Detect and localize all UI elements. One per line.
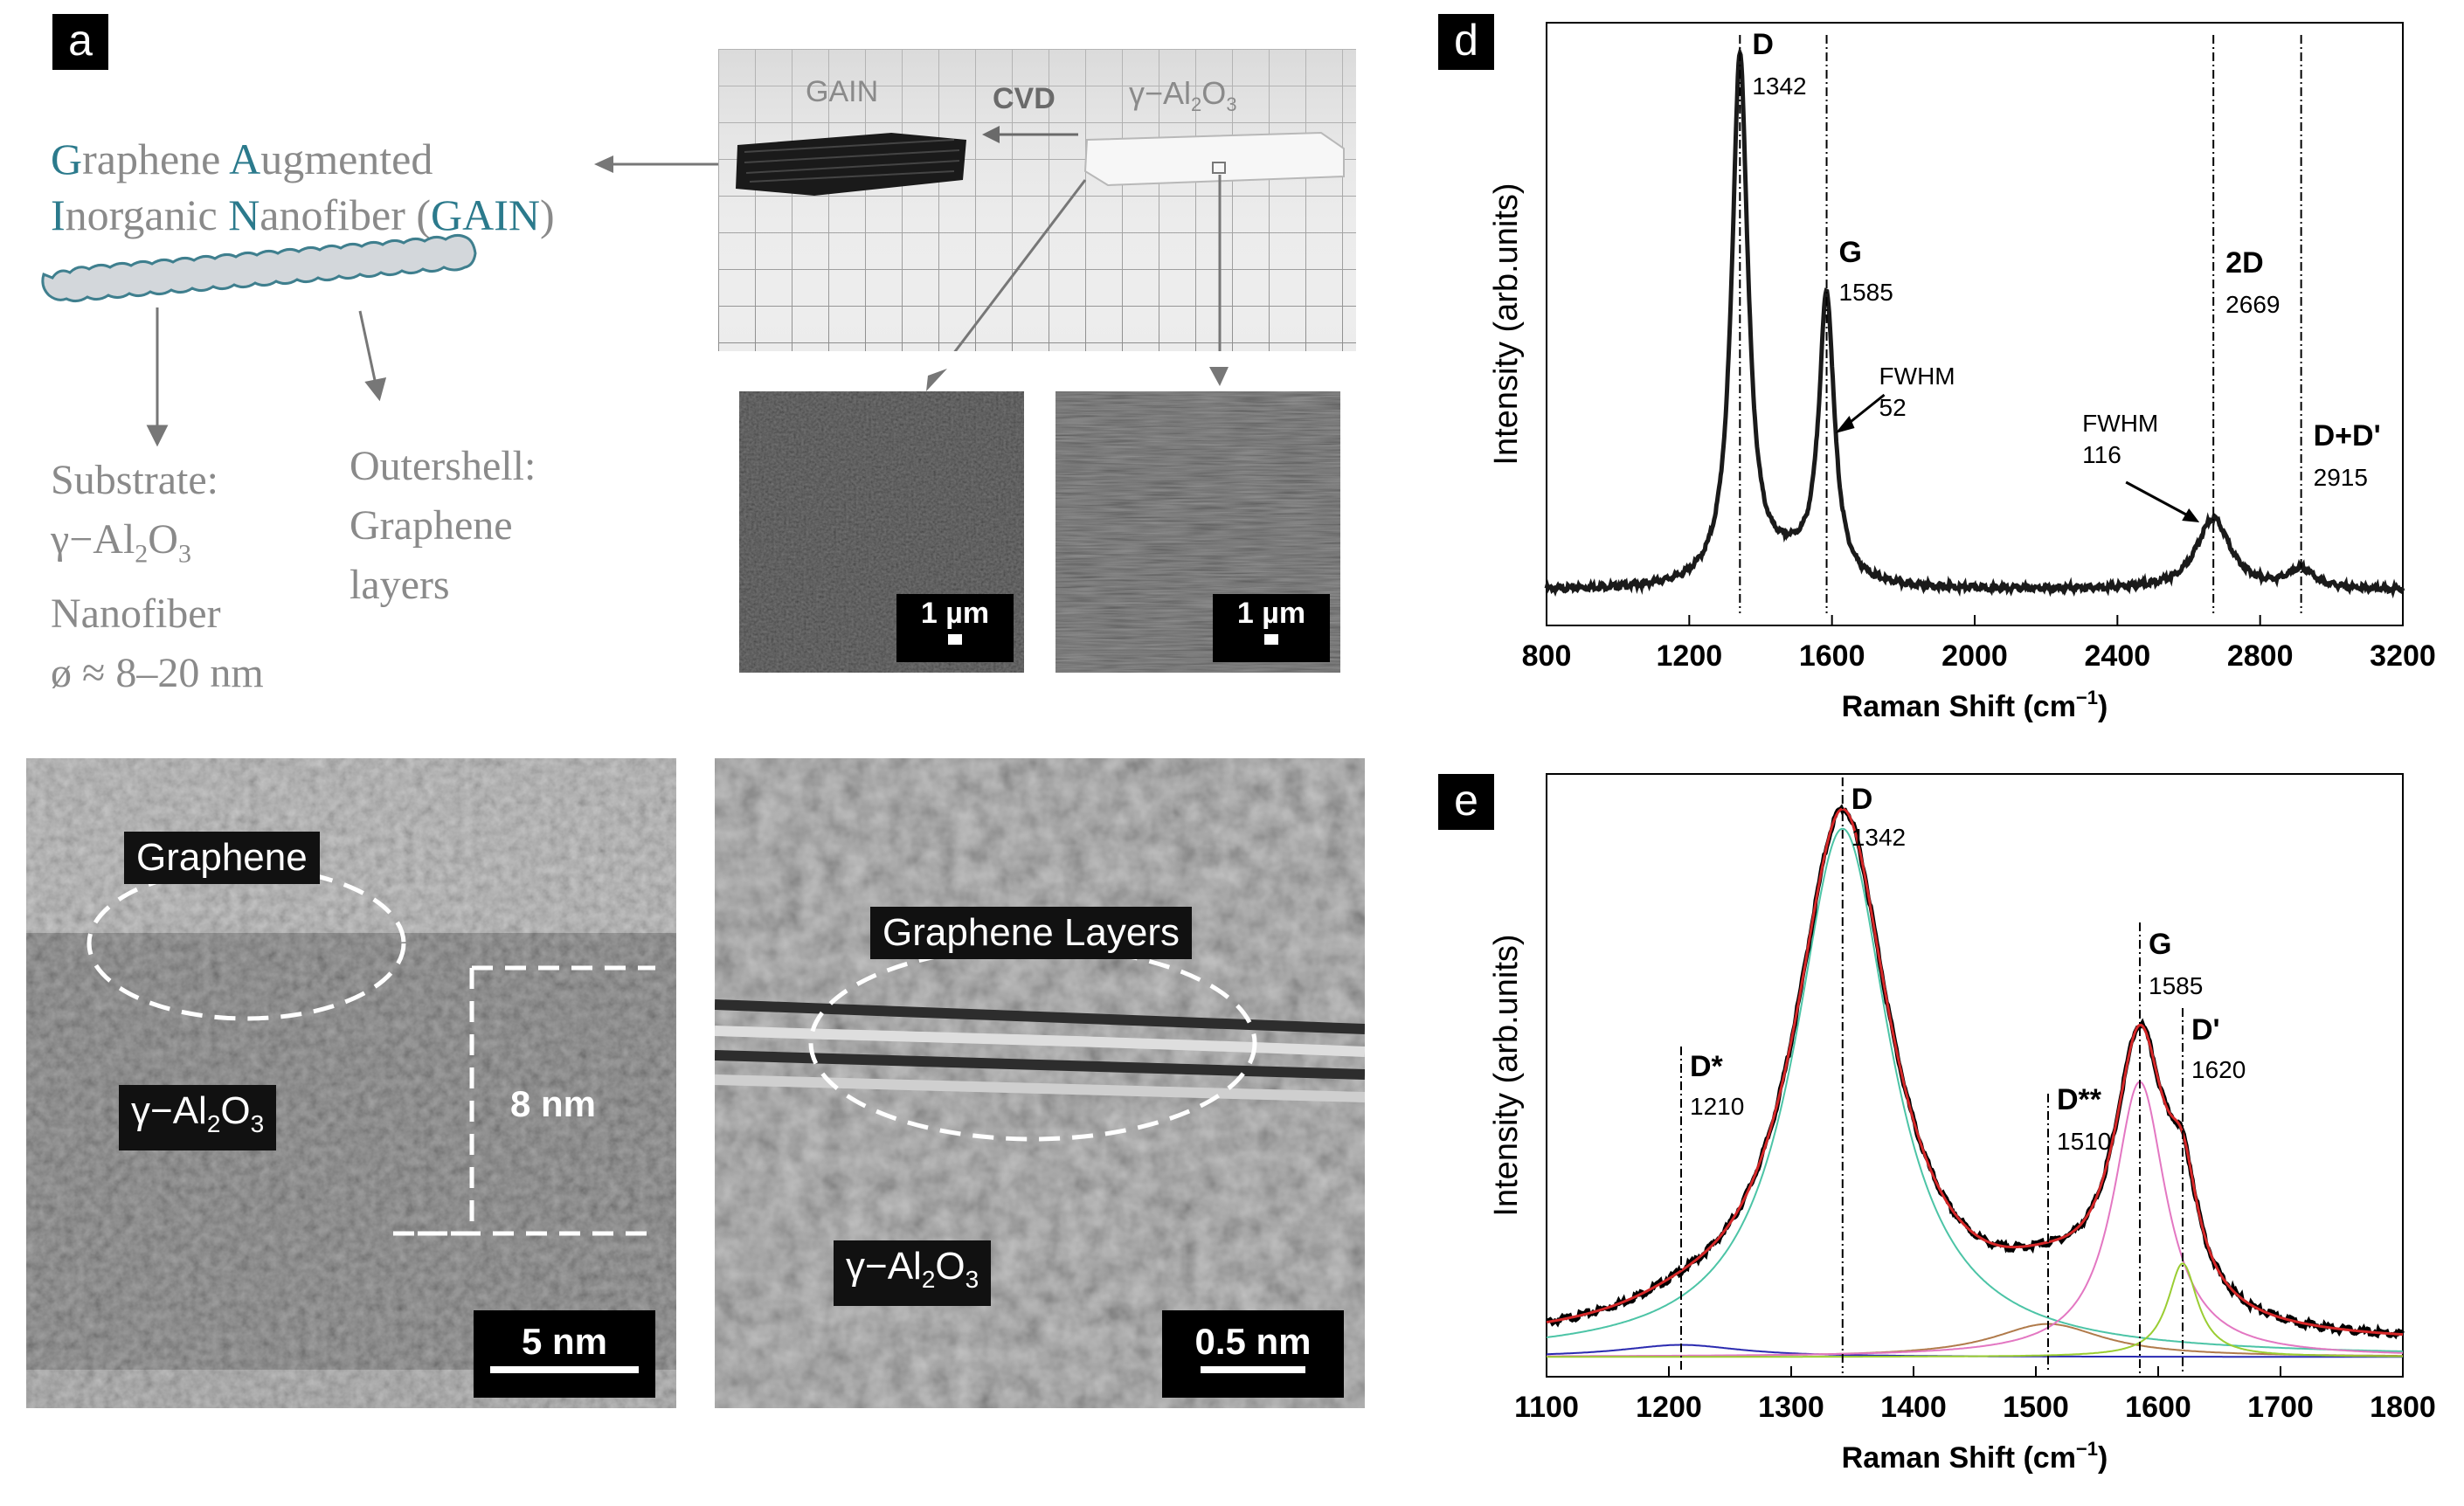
gain-title-line2: Inorganic Nanofiber (GAIN)	[51, 190, 555, 239]
x-tick-label: 800	[1522, 639, 1572, 673]
raman-fit-line	[1546, 807, 2404, 1337]
raman-spectrum-line	[1544, 45, 2405, 599]
peak-label: 2D	[2225, 246, 2263, 280]
x-axis-label: Raman Shift (cm−1)	[1842, 687, 2108, 723]
raman-data-line	[1546, 804, 2405, 1340]
x-tick-label: 1600	[1799, 639, 1865, 673]
peak-label: G	[2149, 928, 2171, 961]
peak-label: G	[1839, 236, 1862, 269]
photo-grid	[718, 49, 1356, 351]
peak-label: D'	[2191, 1013, 2220, 1047]
panel-label-d: d	[1438, 14, 1494, 70]
tem-c-alumina-label: γ−Al2O3	[834, 1240, 992, 1306]
sem-scalebar-2-bar	[1264, 634, 1278, 645]
photo-gain-label: GAIN	[806, 75, 879, 108]
x-tick-label: 1500	[2003, 1391, 2069, 1424]
peak-label: D	[1752, 28, 1774, 61]
peak-value: 1585	[1839, 279, 1893, 306]
tem-b-scalebar-bar	[490, 1366, 639, 1373]
tem-b-dimension: 8 nm	[510, 1083, 597, 1124]
tem-c-graphene-layers-label: Graphene Layers	[870, 907, 1192, 959]
component-G-line	[1547, 1081, 2404, 1357]
peak-label: D+D'	[2314, 419, 2381, 452]
x-tick-label: 1600	[2125, 1391, 2191, 1424]
gain-title: Graphene Augmented Inorganic Nanofiber (…	[51, 131, 555, 243]
sem-image-gain: 1 µm	[1056, 391, 1340, 673]
tem-c-scalebar: 0.5 nm	[1162, 1310, 1344, 1398]
substrate-formula: γ−Al2O3	[51, 516, 191, 569]
plot-frame	[1546, 773, 2404, 1378]
x-tick-label: 2000	[1941, 639, 2008, 673]
x-tick-label: 2800	[2227, 639, 2294, 673]
component-D-line	[1546, 827, 2404, 1352]
sem-scalebar-1-bar	[948, 634, 962, 645]
sem-scalebar-2: 1 µm	[1213, 594, 1330, 662]
sem-arrowheads	[926, 367, 1229, 391]
fwhm-value: 116	[2082, 441, 2121, 468]
sem-scalebar-1: 1 µm	[896, 594, 1014, 662]
peak-value: 1510	[2057, 1128, 2111, 1155]
alumina-block	[1083, 131, 1345, 187]
x-tick-label: 1400	[1880, 1391, 1947, 1424]
graphene-fringes-c	[715, 999, 1365, 1102]
peak-value: 1342	[1851, 824, 1906, 851]
y-axis-label: Intensity (arb.units)	[1488, 183, 1525, 465]
outershell-label: Outershell: Graphene layers	[350, 443, 536, 608]
substrate-label: Substrate: γ−Al2O3 Nanofiber ø ≈ 8–20 nm	[51, 457, 264, 696]
gain-title-line1: Graphene Augmented	[51, 135, 433, 183]
sem-image-alumina: 1 µm	[739, 391, 1024, 673]
raman-chart-e: 1100 1200 1300 1400 1500 1600 1700 1800 Raman Sh…	[1488, 773, 2436, 1475]
tem-b-graphene-label: Graphene	[124, 832, 320, 884]
fwhm-arrow	[2125, 480, 2195, 521]
peak-value: 1585	[2149, 972, 2203, 999]
fwhm-arrowhead	[1835, 416, 1855, 433]
peak-value: 1210	[1690, 1093, 1744, 1120]
outershell-arrow	[358, 310, 377, 385]
peak-label: D**	[2057, 1083, 2102, 1116]
fwhm-label: FWHM	[2082, 410, 2158, 437]
x-tick-label: 1300	[1758, 1391, 1824, 1424]
x-tick-label: 1200	[1657, 639, 1723, 673]
panel-label-e: e	[1438, 774, 1494, 830]
photo-to-title-arrow	[594, 155, 727, 173]
photo-alumina-label: γ−Al2O3	[1129, 75, 1237, 116]
x-tick-label: 3200	[2370, 639, 2436, 673]
raman-chart-d: 800 1200 1600 2000 2400 2800 3200 Raman Shift (…	[1488, 22, 2436, 723]
x-axis-label: Raman Shift (cm−1)	[1842, 1438, 2108, 1475]
y-axis-label: Intensity (arb.units)	[1488, 934, 1525, 1216]
fwhm-arrowhead	[2182, 508, 2200, 522]
peak-value: 2915	[2314, 464, 2368, 491]
x-tick-label: 1700	[2247, 1391, 2314, 1424]
panel-label-a: a	[52, 14, 108, 70]
tem-b-scalebar: 5 nm	[474, 1310, 655, 1398]
x-tick-label: 1100	[1514, 1391, 1579, 1424]
x-tick-label: 1200	[1636, 1391, 1702, 1424]
fwhm-value: 52	[1879, 394, 1907, 421]
sample-photo: GAIN CVD γ−Al2O3	[718, 49, 1356, 351]
fiber-outline-b	[393, 965, 655, 1236]
peak-label: D*	[1690, 1050, 1724, 1083]
component-D-line	[1547, 1262, 2403, 1358]
tem-c-scalebar-bar	[1201, 1366, 1305, 1373]
x-tick-label: 2400	[2085, 639, 2151, 673]
fwhm-label: FWHM	[1879, 363, 1955, 390]
photo-cvd-label: CVD	[993, 82, 1056, 115]
tem-b-alumina-label: γ−Al2O3	[119, 1085, 277, 1150]
tem-c-texture	[715, 758, 1365, 1408]
peak-value: 1342	[1752, 73, 1806, 100]
nanofiber-schematic	[41, 233, 477, 447]
tem-image-c: Graphene Layers γ−Al2O3 0.5 nm	[715, 758, 1365, 1408]
nanofiber-shape	[41, 233, 477, 303]
plot-frame	[1546, 22, 2404, 626]
peak-value: 1620	[2191, 1056, 2246, 1083]
peak-label: D	[1851, 783, 1873, 816]
component-D-line	[1547, 1323, 2403, 1357]
x-tick-label: 1800	[2370, 1391, 2436, 1424]
tem-image-b: Graphene γ−Al2O3 8 nm 5 nm	[26, 758, 676, 1408]
peak-value: 2669	[2225, 291, 2280, 318]
